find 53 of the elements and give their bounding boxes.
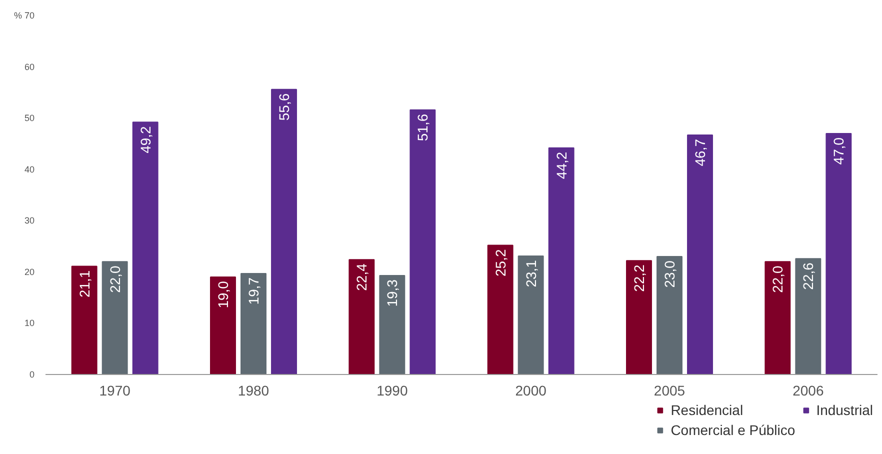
x-tick-label: 1980 [238, 382, 270, 398]
data-label: 19,7 [246, 277, 262, 305]
y-tick-label: 60 [24, 62, 35, 72]
data-label: 22,6 [800, 262, 816, 290]
data-label: 22,2 [630, 264, 647, 292]
x-tick-label: 2006 [792, 382, 824, 398]
bar [826, 132, 852, 374]
bar [210, 276, 236, 374]
data-label: 47,0 [830, 137, 847, 165]
data-label: 44,2 [553, 152, 570, 180]
x-tick-label: 1990 [376, 382, 408, 398]
bar [656, 256, 682, 374]
data-label: 23,0 [662, 260, 678, 288]
bar [240, 272, 266, 374]
bar [71, 266, 98, 374]
bar [548, 147, 574, 374]
y-tick-label: 0 [29, 370, 35, 380]
data-label: 55,6 [276, 93, 292, 121]
data-label: 46,7 [692, 138, 708, 166]
bar [626, 260, 652, 374]
y-tick-label: % 70 [14, 10, 34, 20]
bar [764, 261, 791, 374]
y-tick-label: 50 [24, 113, 35, 124]
data-label: 19,3 [384, 279, 400, 307]
bar [102, 261, 128, 374]
data-label: 19,0 [214, 280, 231, 308]
bar [132, 122, 158, 374]
bar [487, 244, 514, 374]
bar [518, 256, 544, 374]
y-tick-label: 20 [24, 266, 35, 277]
bar [348, 259, 375, 374]
x-tick-label: 2000 [515, 382, 547, 398]
bar [687, 134, 713, 374]
bar [410, 109, 436, 374]
data-label: 49,2 [137, 126, 154, 154]
data-label: 23,1 [522, 260, 539, 288]
data-label: 22,4 [354, 263, 370, 291]
x-tick-label: 2005 [654, 382, 686, 398]
y-tick-label: 40 [24, 164, 35, 174]
bar [379, 275, 406, 374]
data-label: 25,2 [492, 249, 508, 277]
bar [795, 258, 822, 374]
data-label: 21,1 [76, 270, 92, 298]
data-label: 22,0 [106, 265, 123, 293]
legend-label: Residencial [670, 402, 744, 418]
x-tick-label: 1970 [99, 382, 131, 398]
legend-label: Industrial [816, 402, 873, 418]
y-tick-label: 30 [24, 216, 35, 226]
bar [271, 88, 297, 374]
y-tick-label: 10 [24, 318, 35, 328]
legend-label: Comercial e Público [670, 422, 796, 438]
data-label: 51,6 [414, 114, 431, 142]
data-label: 22,0 [770, 265, 786, 293]
